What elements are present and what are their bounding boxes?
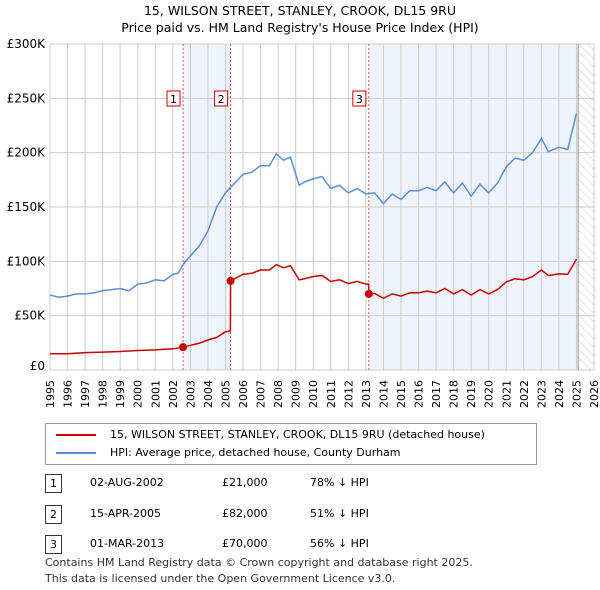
y-tick-label: £100K: [7, 254, 47, 268]
x-tick-label: 1996: [62, 380, 75, 408]
y-tick-label: £200K: [7, 146, 47, 160]
y-tick-label: £250K: [7, 91, 47, 105]
legend: 15, WILSON STREET, STANLEY, CROOK, DL15 …: [45, 423, 537, 465]
x-tick-label: 2016: [413, 380, 426, 408]
x-tick-label: 1995: [44, 380, 57, 408]
x-tick-label: 2026: [588, 380, 600, 408]
transaction-hpi-diff: 56% ↓ HPI: [310, 537, 369, 550]
x-tick-label: 2000: [132, 380, 145, 408]
legend-swatch: [56, 452, 96, 454]
x-tick-label: 2011: [325, 380, 338, 408]
transaction-date: 01-MAR-2013: [90, 537, 165, 550]
sale-point: [179, 343, 188, 352]
x-tick-label: 2009: [290, 380, 303, 408]
property-price-line: [50, 258, 578, 355]
y-tick-label: £300K: [7, 37, 47, 51]
legend-item-hpi: HPI: Average price, detached house, Coun…: [56, 446, 401, 460]
x-tick-label: 2008: [272, 380, 285, 408]
transaction-date: 15-APR-2005: [90, 507, 162, 520]
x-tick-label: 2013: [360, 380, 373, 408]
x-tick-label: 1997: [79, 380, 92, 408]
legend-swatch: [56, 434, 96, 436]
x-tick-label: 2004: [202, 380, 215, 408]
price-chart: 1995 1996 1997 1998 1999 2000 2001 2002 2003 2004…: [7, 37, 600, 408]
transaction-price: £70,000: [222, 537, 268, 550]
sale-point: [226, 276, 235, 285]
legend-item-property: 15, WILSON STREET, STANLEY, CROOK, DL15 …: [56, 428, 485, 442]
legend-label: HPI: Average price, detached house, Coun…: [110, 446, 401, 459]
x-tick-label: 2021: [500, 380, 513, 408]
y-tick-label: £0: [30, 359, 45, 373]
sale-label-box: [214, 90, 229, 107]
x-tick-label: 2002: [167, 380, 180, 408]
chart-subtitle: Price paid vs. HM Land Registry's House …: [121, 20, 479, 35]
transaction-row: 1 02-AUG-2002 £21,000 78% ↓ HPI: [45, 474, 545, 493]
x-tick-label: 2020: [483, 380, 496, 408]
x-tick-label: 2018: [448, 380, 461, 408]
x-tick-label: 2005: [219, 380, 232, 408]
transaction-number: 2: [45, 505, 62, 524]
hpi-line: [49, 113, 578, 298]
x-tick-label: 2001: [149, 380, 162, 408]
x-tick-label: 2017: [430, 380, 443, 408]
x-tick-label: 1999: [114, 380, 127, 408]
sale-label: 2: [218, 93, 225, 106]
sale-label-box: [166, 90, 181, 107]
x-tick-label: 2023: [535, 380, 548, 408]
x-tick-label: 1998: [97, 380, 110, 408]
x-tick-label: 2015: [395, 380, 408, 408]
legend-label: 15, WILSON STREET, STANLEY, CROOK, DL15 …: [110, 428, 485, 441]
x-tick-label: 2022: [518, 380, 531, 408]
transaction-date: 02-AUG-2002: [90, 476, 164, 489]
footer-copyright: Contains HM Land Registry data © Crown c…: [45, 556, 473, 569]
x-tick-label: 2007: [255, 380, 268, 408]
x-tick-label: 2019: [465, 380, 478, 408]
y-tick-label: £150K: [7, 200, 47, 214]
transaction-price: £21,000: [222, 476, 268, 489]
sale-point: [364, 289, 373, 298]
sale-label-box: [352, 90, 367, 107]
y-tick-label: £50K: [14, 309, 46, 323]
transaction-row: 3 01-MAR-2013 £70,000 56% ↓ HPI: [45, 535, 545, 554]
x-tick-label: 2012: [342, 380, 355, 408]
chart-title: 15, WILSON STREET, STANLEY, CROOK, DL15 …: [143, 3, 457, 18]
x-tick-label: 2003: [184, 380, 197, 408]
sale-label: 3: [356, 93, 363, 106]
x-tick-label: 2014: [377, 380, 390, 408]
x-tick-label: 2010: [307, 380, 320, 408]
transaction-row: 2 15-APR-2005 £82,000 51% ↓ HPI: [45, 505, 545, 524]
transaction-hpi-diff: 78% ↓ HPI: [310, 476, 369, 489]
transaction-price: £82,000: [222, 507, 268, 520]
transaction-hpi-diff: 51% ↓ HPI: [310, 507, 369, 520]
transaction-number: 3: [45, 535, 62, 554]
x-tick-label: 2024: [553, 380, 566, 408]
transaction-number: 1: [45, 474, 62, 493]
sale-label: 1: [170, 93, 177, 106]
x-tick-label: 2025: [570, 380, 583, 408]
footer-licence: This data is licensed under the Open Gov…: [45, 572, 396, 585]
x-tick-label: 2006: [237, 380, 250, 408]
